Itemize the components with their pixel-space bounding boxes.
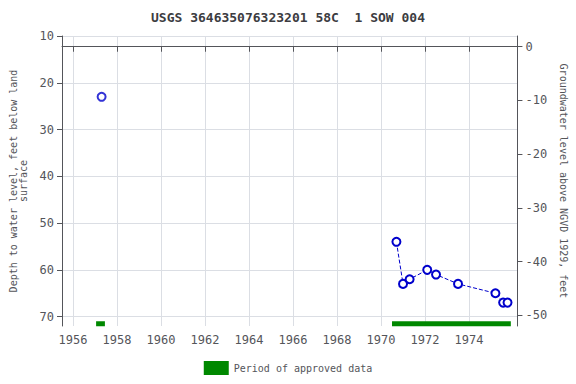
svg-text:1956: 1956 [59, 333, 88, 347]
svg-text:-40: -40 [525, 255, 547, 269]
svg-text:1970: 1970 [367, 333, 396, 347]
svg-text:USGS 364635076323201 58C 1 SO: USGS 364635076323201 58C 1 SOW 004 [151, 10, 425, 25]
svg-text:0: 0 [525, 40, 532, 54]
svg-text:1972: 1972 [411, 333, 440, 347]
svg-text:50: 50 [40, 216, 54, 230]
svg-text:-10: -10 [525, 93, 547, 107]
svg-text:30: 30 [40, 123, 54, 137]
svg-text:Groundwater level above NGVD 1: Groundwater level above NGVD 1929, feet [558, 64, 569, 299]
svg-text:1960: 1960 [147, 333, 176, 347]
svg-text:Depth to water level, feet bel: Depth to water level, feet below land [8, 69, 20, 293]
svg-text:1958: 1958 [103, 333, 132, 347]
svg-text:10: 10 [40, 29, 54, 43]
svg-text:surface: surface [18, 160, 29, 202]
svg-text:-30: -30 [525, 201, 547, 215]
svg-text:-50: -50 [525, 308, 547, 322]
svg-text:1974: 1974 [455, 333, 484, 347]
svg-text:1964: 1964 [235, 333, 264, 347]
svg-text:-20: -20 [525, 147, 547, 161]
svg-text:Period of approved data: Period of approved data [234, 363, 372, 374]
svg-text:70: 70 [40, 310, 54, 324]
svg-text:1966: 1966 [279, 333, 308, 347]
svg-text:1962: 1962 [191, 333, 220, 347]
svg-text:20: 20 [40, 76, 54, 90]
svg-text:1968: 1968 [323, 333, 352, 347]
svg-text:40: 40 [40, 169, 54, 183]
svg-text:60: 60 [40, 263, 54, 277]
